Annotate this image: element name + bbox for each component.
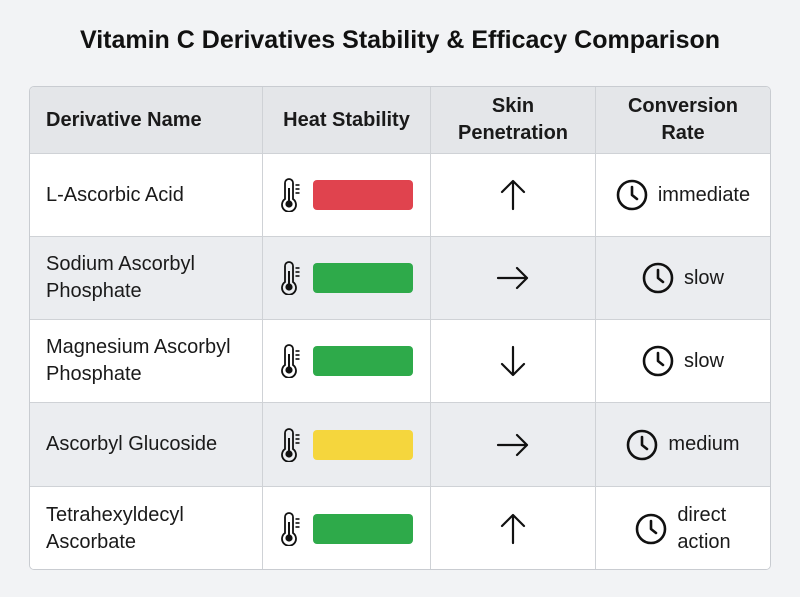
- conversion-rate-text: slow: [684, 265, 724, 292]
- conversion-rate-line1: direct: [677, 503, 727, 526]
- table-row: L-Ascorbic Acid immediate: [30, 154, 770, 237]
- arrow-right-icon: [496, 428, 530, 462]
- header-conversion-line1: Conversion: [627, 95, 739, 117]
- header-skin-penetration: Skin Penetration: [431, 87, 596, 153]
- clock-icon: [616, 179, 648, 211]
- header-derivative-name: Derivative Name: [30, 87, 263, 153]
- derivative-name: Ascorbyl Glucoside: [46, 431, 217, 458]
- conversion-rate-line1: medium: [668, 433, 740, 455]
- conversion-rate-line1: slow: [683, 266, 724, 289]
- conversion-rate-line1: immediate: [657, 183, 751, 206]
- table-header-row: Derivative Name Heat Stability Skin Penet…: [30, 87, 770, 154]
- derivative-name-cell: Ascorbyl Glucoside: [30, 403, 263, 486]
- clock-icon: [642, 262, 674, 294]
- skin-penetration-cell: [431, 154, 596, 236]
- derivative-name-line1: Sodium Ascorbyl: [46, 253, 195, 275]
- header-skin-line1: Skin: [491, 95, 535, 117]
- thermometer-icon: [279, 512, 301, 546]
- derivative-name-cell: Magnesium Ascorbyl Phosphate: [30, 320, 263, 402]
- thermometer-icon: [279, 261, 301, 295]
- arrow-down-icon: [496, 344, 530, 378]
- conversion-rate-text: slow: [684, 348, 724, 375]
- derivative-name-cell: Tetrahexyldecyl Ascorbate: [30, 487, 263, 569]
- heat-stability-cell: [263, 237, 431, 319]
- arrow-up-icon: [496, 178, 530, 212]
- derivative-name-line2: Ascorbate: [46, 530, 137, 553]
- skin-penetration-cell: [431, 403, 596, 486]
- conversion-rate-text: immediate: [658, 182, 750, 209]
- table-row: Ascorbyl Glucoside medium: [30, 403, 770, 487]
- heat-stability-bar-high: [313, 513, 413, 544]
- heat-stability-cell: [263, 154, 431, 236]
- comparison-table: Derivative Name Heat Stability Skin Penet…: [29, 86, 771, 570]
- clock-icon: [626, 429, 658, 461]
- skin-penetration-cell: [431, 320, 596, 402]
- derivative-name-line2: Phosphate: [46, 280, 142, 302]
- heat-stability-cell: [263, 487, 431, 569]
- thermometer-icon: [279, 344, 301, 378]
- derivative-name: L-Ascorbic Acid: [46, 182, 184, 209]
- derivative-name-line2: Phosphate: [46, 363, 142, 385]
- derivative-name-cell: L-Ascorbic Acid: [30, 154, 263, 236]
- table-row: Magnesium Ascorbyl Phosphate slow: [30, 320, 770, 403]
- conversion-rate-cell: immediate: [596, 154, 770, 236]
- heat-stability-bar-low: [313, 180, 413, 210]
- table-row: Sodium Ascorbyl Phosphate slow: [30, 237, 770, 320]
- derivative-name-cell: Sodium Ascorbyl Phosphate: [30, 237, 263, 319]
- derivative-name-line1: Tetrahexyldecyl: [46, 503, 184, 526]
- clock-icon: [642, 345, 674, 377]
- header-heat-stability: Heat Stability: [263, 87, 431, 153]
- derivative-name: Magnesium Ascorbyl Phosphate: [46, 334, 231, 388]
- header-conversion-rate: Conversion Rate: [596, 87, 770, 153]
- derivative-name: Sodium Ascorbyl Phosphate: [46, 251, 195, 305]
- conversion-rate-cell: slow: [596, 320, 770, 402]
- heat-stability-bar-high: [313, 346, 413, 376]
- conversion-rate-text: direct action: [677, 502, 730, 556]
- heat-stability-cell: [263, 403, 431, 486]
- skin-penetration-cell: [431, 237, 596, 319]
- header-conversion-line2: Rate: [661, 122, 705, 144]
- conversion-rate-text: medium: [668, 431, 739, 458]
- arrow-right-icon: [496, 261, 530, 295]
- derivative-name-line1: L-Ascorbic Acid: [46, 183, 184, 206]
- conversion-rate-cell: slow: [596, 237, 770, 319]
- derivative-name-line1: Ascorbyl Glucoside: [46, 433, 218, 455]
- conversion-rate-line2: action: [677, 530, 731, 553]
- conversion-rate-cell: direct action: [596, 487, 770, 569]
- heat-stability-bar-high: [313, 263, 413, 293]
- heat-stability-cell: [263, 320, 431, 402]
- derivative-name: Tetrahexyldecyl Ascorbate: [46, 502, 184, 556]
- page-title: Vitamin C Derivatives Stability & Effica…: [79, 26, 721, 54]
- thermometer-icon: [279, 428, 301, 462]
- conversion-rate-line1: slow: [683, 349, 724, 372]
- derivative-name-line1: Magnesium Ascorbyl: [46, 336, 231, 358]
- thermometer-icon: [279, 178, 301, 212]
- conversion-rate-cell: medium: [596, 403, 770, 486]
- heat-stability-bar-medium: [313, 429, 413, 460]
- table-row: Tetrahexyldecyl Ascorbate direct action: [30, 487, 770, 569]
- clock-icon: [635, 513, 667, 545]
- skin-penetration-cell: [431, 487, 596, 569]
- arrow-up-icon: [496, 512, 530, 546]
- header-skin-line2: Penetration: [457, 122, 569, 144]
